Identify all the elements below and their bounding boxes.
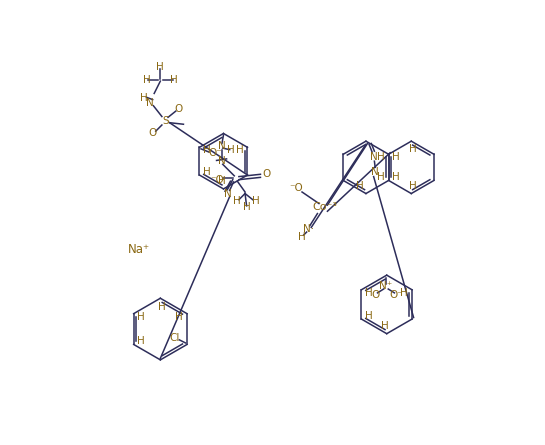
Text: H: H xyxy=(409,181,417,191)
Text: Na⁺: Na⁺ xyxy=(128,243,150,256)
Text: H: H xyxy=(203,167,211,177)
Text: O⁻: O⁻ xyxy=(389,290,403,300)
Text: H: H xyxy=(143,75,150,85)
Text: N: N xyxy=(224,189,232,198)
Text: O: O xyxy=(263,169,271,179)
Text: O⁻: O⁻ xyxy=(208,149,222,158)
Text: H: H xyxy=(156,62,164,72)
Text: O: O xyxy=(175,104,183,114)
Text: N: N xyxy=(146,98,154,109)
Text: N·: N· xyxy=(302,224,314,234)
Text: N: N xyxy=(370,152,378,162)
Text: O: O xyxy=(372,290,380,300)
Text: H: H xyxy=(203,146,211,155)
Text: N: N xyxy=(218,141,226,151)
Text: N: N xyxy=(371,167,379,177)
Text: H: H xyxy=(356,181,364,191)
Text: H: H xyxy=(377,152,385,162)
Text: H: H xyxy=(392,152,400,162)
Text: H: H xyxy=(243,202,251,212)
Text: H: H xyxy=(171,75,178,85)
Text: H: H xyxy=(382,321,389,331)
Text: H: H xyxy=(409,144,417,154)
Text: H: H xyxy=(158,303,166,312)
Text: H: H xyxy=(392,172,400,182)
Text: H: H xyxy=(365,288,373,298)
Text: H: H xyxy=(401,288,408,298)
Text: N: N xyxy=(218,156,226,166)
Text: H: H xyxy=(233,196,241,206)
Text: H: H xyxy=(252,196,260,206)
Text: H: H xyxy=(377,172,385,182)
Text: H: H xyxy=(236,146,244,155)
Text: H: H xyxy=(137,336,146,346)
Text: N⁺: N⁺ xyxy=(379,281,392,291)
Text: H: H xyxy=(175,312,183,322)
Text: S: S xyxy=(162,116,169,126)
Text: H: H xyxy=(218,176,226,186)
Text: H: H xyxy=(365,311,373,321)
Text: Cl: Cl xyxy=(169,333,180,343)
Text: Co⁻³: Co⁻³ xyxy=(313,202,338,212)
Text: H: H xyxy=(140,93,147,103)
Text: O: O xyxy=(149,129,157,138)
Text: H: H xyxy=(137,312,146,322)
Text: ⁻O: ⁻O xyxy=(210,175,224,185)
Text: H: H xyxy=(298,232,306,242)
Text: H: H xyxy=(227,146,235,155)
Text: ⁻O: ⁻O xyxy=(290,183,304,193)
